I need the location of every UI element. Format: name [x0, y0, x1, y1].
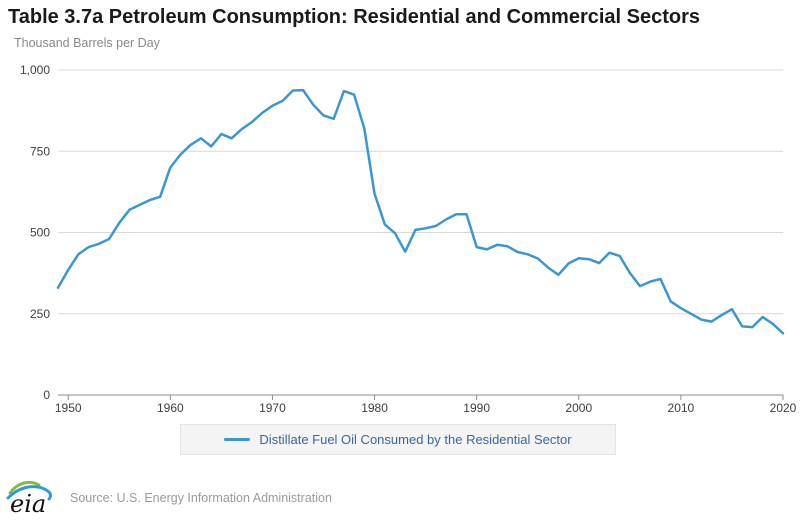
y-axis-tick-label: 250	[30, 307, 50, 321]
x-axis-tick-label: 2010	[668, 401, 695, 415]
eia-logo: eia	[6, 480, 52, 518]
x-axis-tick-label: 1960	[157, 401, 184, 415]
x-axis-tick-label: 1990	[463, 401, 490, 415]
x-axis-tick-label: 1980	[361, 401, 388, 415]
eia-logo-green-swoosh	[8, 480, 41, 495]
legend-item-residential-distillate[interactable]: Distillate Fuel Oil Consumed by the Resi…	[224, 432, 572, 447]
line-chart-plot: 0 250 500 750 1,000 1950 1960 1970 1980 1990 2000 2…	[20, 63, 797, 415]
eia-logo-blue-swoosh	[6, 485, 52, 501]
y-axis-tick-label: 750	[30, 144, 50, 158]
source-text: Source: U.S. Energy Information Administ…	[70, 491, 332, 505]
x-axis-tick-label: 1950	[55, 401, 82, 415]
x-axis-tick-label: 2020	[770, 401, 797, 415]
footer: eia Source: U.S. Energy Information Admi…	[6, 476, 332, 520]
page-title: Table 3.7a Petroleum Consumption: Reside…	[8, 6, 701, 28]
y-axis-unit-label: Thousand Barrels per Day	[14, 36, 160, 50]
y-axis-tick-label: 500	[30, 226, 50, 240]
legend-line-swatch	[224, 438, 251, 441]
eia-logo-text: eia	[10, 490, 46, 518]
x-axis-tick-label: 2000	[565, 401, 592, 415]
x-axis-tick-label: 1970	[259, 401, 286, 415]
y-axis-tick-label: 0	[43, 388, 50, 402]
legend-box: Distillate Fuel Oil Consumed by the Resi…	[180, 424, 616, 455]
y-axis-tick-label: 1,000	[20, 63, 50, 77]
series-line-residential-distillate	[56, 88, 785, 335]
legend-label: Distillate Fuel Oil Consumed by the Resi…	[259, 432, 572, 447]
